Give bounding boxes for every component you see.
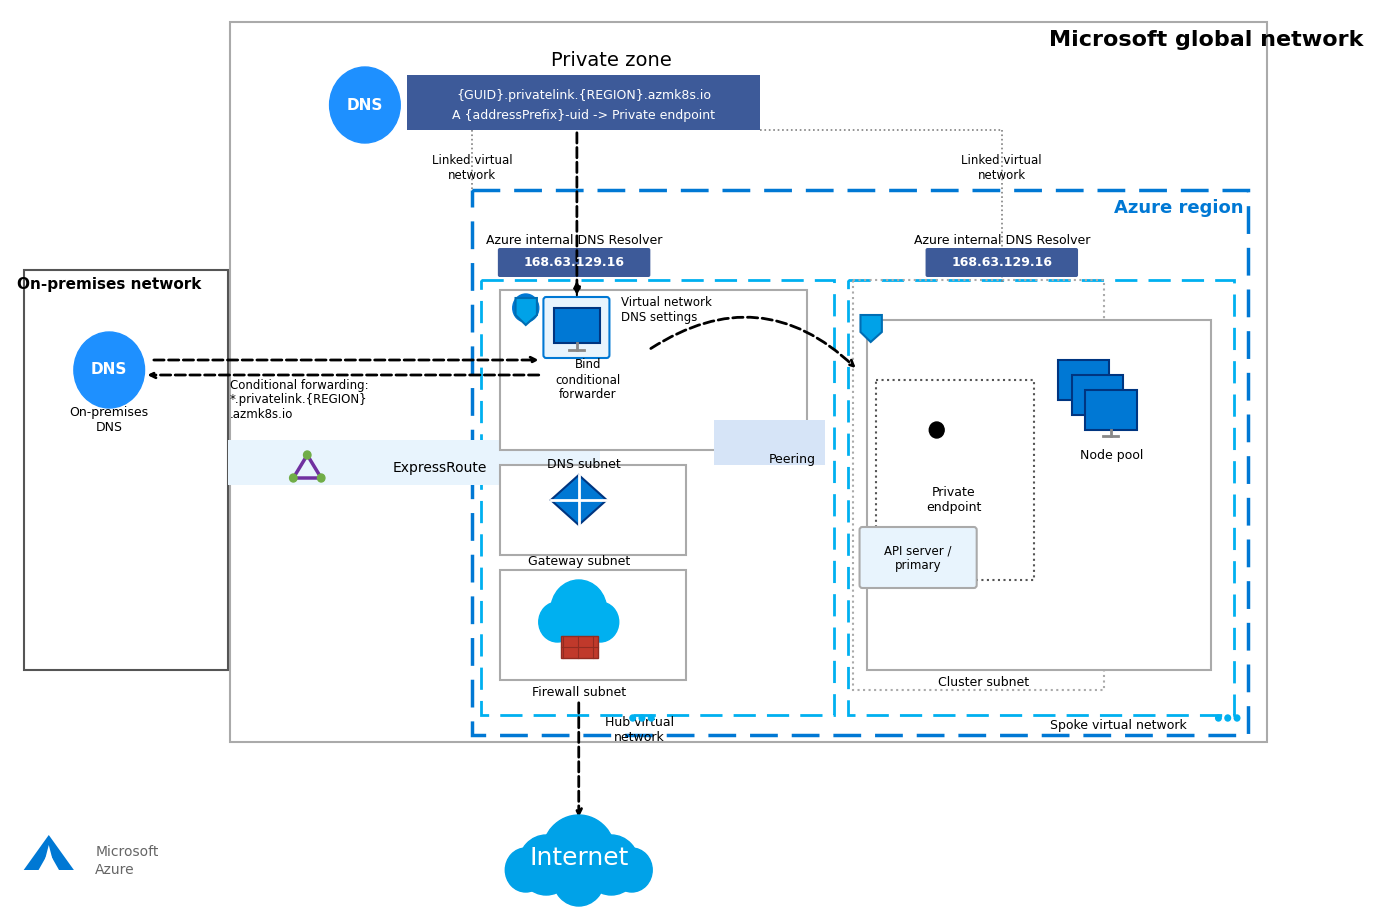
Text: Private
endpoint: Private endpoint bbox=[925, 486, 982, 514]
Bar bbox=[554, 308, 600, 343]
Bar bbox=[23, 270, 229, 670]
Text: Microsoft global network: Microsoft global network bbox=[1049, 30, 1363, 50]
Polygon shape bbox=[861, 315, 881, 342]
Text: Bind
conditional
forwarder: Bind conditional forwarder bbox=[555, 358, 621, 402]
Text: Peering: Peering bbox=[770, 453, 817, 466]
Text: 168.63.129.16: 168.63.129.16 bbox=[952, 257, 1052, 270]
Bar bbox=[230, 22, 1267, 742]
Bar bbox=[848, 280, 1234, 715]
Circle shape bbox=[541, 815, 616, 895]
Bar bbox=[560, 636, 598, 658]
Bar bbox=[1085, 390, 1136, 430]
Text: DNS subnet: DNS subnet bbox=[547, 459, 620, 472]
Bar bbox=[500, 570, 686, 680]
Text: DNS: DNS bbox=[91, 363, 128, 378]
Text: Azure: Azure bbox=[95, 863, 135, 877]
Bar bbox=[500, 290, 807, 450]
Text: Firewall subnet: Firewall subnet bbox=[532, 686, 625, 699]
Text: {GUID}.privatelink.{REGION}.azmk8s.io: {GUID}.privatelink.{REGION}.azmk8s.io bbox=[456, 89, 711, 102]
Bar bbox=[713, 420, 825, 465]
Circle shape bbox=[518, 835, 574, 895]
Text: Node pool: Node pool bbox=[1080, 449, 1143, 462]
Text: Gateway subnet: Gateway subnet bbox=[527, 556, 629, 569]
Text: Internet: Internet bbox=[529, 846, 628, 870]
Bar bbox=[876, 380, 1034, 580]
Bar bbox=[500, 465, 686, 555]
Circle shape bbox=[512, 294, 538, 322]
Polygon shape bbox=[515, 298, 537, 325]
Bar bbox=[406, 75, 760, 130]
Bar bbox=[1071, 375, 1122, 415]
FancyBboxPatch shape bbox=[498, 248, 650, 277]
Text: Azure internal DNS Resolver: Azure internal DNS Resolver bbox=[913, 234, 1091, 246]
Circle shape bbox=[649, 715, 654, 721]
Circle shape bbox=[629, 715, 635, 721]
Text: Conditional forwarding:
*.privatelink.{REGION}
.azmk8s.io: Conditional forwarding: *.privatelink.{R… bbox=[230, 378, 369, 422]
Circle shape bbox=[551, 580, 607, 640]
Circle shape bbox=[929, 422, 945, 438]
Text: 168.63.129.16: 168.63.129.16 bbox=[523, 257, 625, 270]
Circle shape bbox=[611, 848, 653, 892]
Bar bbox=[481, 280, 834, 715]
Text: Hub virtual
network: Hub virtual network bbox=[605, 716, 673, 744]
Text: Azure internal DNS Resolver: Azure internal DNS Resolver bbox=[486, 234, 662, 246]
Text: On-premises network: On-premises network bbox=[17, 278, 201, 293]
Bar bbox=[229, 440, 600, 485]
Bar bbox=[1058, 360, 1108, 400]
Text: Linked virtual
network: Linked virtual network bbox=[961, 154, 1042, 182]
Text: ExpressRoute: ExpressRoute bbox=[392, 461, 487, 475]
Circle shape bbox=[1226, 715, 1231, 721]
Text: Linked virtual
network: Linked virtual network bbox=[431, 154, 512, 182]
FancyBboxPatch shape bbox=[544, 297, 610, 358]
Polygon shape bbox=[551, 475, 607, 525]
Circle shape bbox=[505, 848, 547, 892]
Text: Azure region: Azure region bbox=[1114, 199, 1243, 217]
Circle shape bbox=[74, 332, 145, 408]
Text: DNS: DNS bbox=[347, 98, 383, 113]
Circle shape bbox=[1234, 715, 1239, 721]
Bar bbox=[868, 320, 1210, 670]
Circle shape bbox=[318, 474, 325, 482]
Circle shape bbox=[639, 715, 644, 721]
Circle shape bbox=[538, 602, 576, 642]
FancyBboxPatch shape bbox=[925, 248, 1078, 277]
Text: A {addressPrefix}-uid -> Private endpoint: A {addressPrefix}-uid -> Private endpoin… bbox=[452, 109, 715, 122]
Text: On-premises
DNS: On-premises DNS bbox=[70, 406, 149, 434]
Bar bbox=[472, 190, 1248, 735]
Circle shape bbox=[289, 474, 297, 482]
Bar bbox=[852, 280, 1104, 690]
Polygon shape bbox=[44, 845, 54, 863]
Circle shape bbox=[552, 850, 605, 906]
Circle shape bbox=[1216, 715, 1221, 721]
Text: Microsoft: Microsoft bbox=[95, 845, 158, 859]
Text: API server /
primary: API server / primary bbox=[884, 544, 952, 572]
Circle shape bbox=[562, 614, 595, 650]
Circle shape bbox=[584, 835, 639, 895]
Circle shape bbox=[303, 451, 311, 459]
Text: Virtual network
DNS settings: Virtual network DNS settings bbox=[621, 296, 712, 324]
Text: Cluster subnet: Cluster subnet bbox=[938, 676, 1029, 689]
Polygon shape bbox=[23, 835, 74, 870]
Circle shape bbox=[329, 67, 401, 143]
FancyBboxPatch shape bbox=[859, 527, 976, 588]
Text: Private zone: Private zone bbox=[551, 51, 672, 69]
Text: Spoke virtual network: Spoke virtual network bbox=[1049, 718, 1187, 732]
Circle shape bbox=[581, 602, 618, 642]
